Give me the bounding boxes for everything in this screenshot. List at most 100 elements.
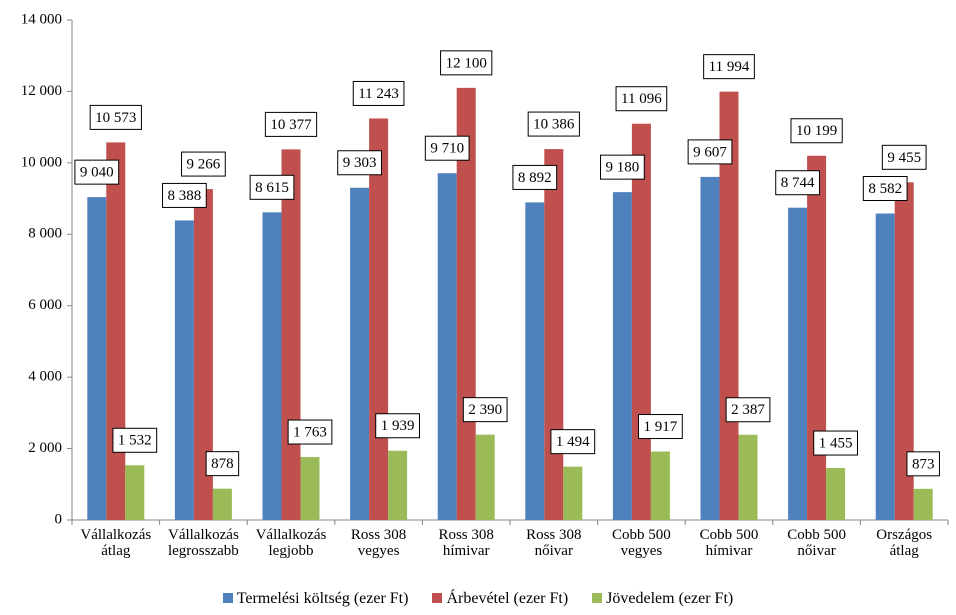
value-label: 1 939 [375,413,420,439]
value-label-text: 8 744 [781,175,815,191]
bar [525,202,545,520]
bar [738,434,758,520]
value-label: 1 532 [112,427,158,453]
value-label-box [862,176,908,201]
value-label: 1 917 [638,414,683,440]
value-label-text: 9 040 [80,165,114,181]
y-tick-label: 10 000 [21,154,62,170]
bar [350,187,370,520]
bar [388,450,408,520]
value-label-box [249,174,295,200]
value-label-text: 9 710 [430,141,464,157]
bar [544,149,564,521]
value-label: 10 573 [89,104,142,130]
value-label-text: 12 100 [446,55,487,71]
value-label-box [287,419,333,445]
value-label-text: 11 096 [621,91,662,107]
value-label-box [162,182,207,208]
bar [650,451,670,520]
value-label: 8 744 [775,170,820,196]
value-label-box [89,104,142,130]
legend-label: Termelési költség (ezer Ft) [236,590,409,607]
x-tick-label: Vállalkozás legjobb [255,527,327,559]
value-label-box [775,170,820,196]
value-labels: 9 040 8 388 8 615 9 303 9 710 8 892 9 180 9 607… [74,50,940,477]
value-label: 9 607 [687,139,733,165]
x-tick-label: Cobb 500 hímivar [699,527,759,559]
value-label-box [112,427,158,453]
legend-label: Árbevétel (ezer Ft) [446,590,569,607]
value-label-box [703,54,755,80]
value-label: 1 455 [813,430,858,456]
value-label: 9 040 [74,159,120,185]
bar [631,123,651,520]
x-tick-label: Ross 308 nőivar [526,527,582,559]
x-tick-label: Cobb 500 nőivar [787,527,846,559]
value-label: 9 710 [424,135,470,161]
value-label: 8 892 [512,164,558,190]
legend-item: Jövedelem (ezer Ft) [592,590,733,608]
value-label: 1 763 [287,419,333,445]
value-label-box [512,164,558,190]
x-tick-label: Vállalkozás legrosszabb [167,527,239,559]
bar [913,488,933,520]
value-label-text: 2 390 [468,402,502,418]
value-label-text: 1 763 [293,424,327,440]
x-tick-label: Cobb 500 vegyes [612,527,671,559]
value-label-text: 10 573 [95,110,136,126]
value-label-text: 10 377 [270,117,312,133]
legend-label: Jövedelem (ezer Ft) [606,590,734,607]
value-label-text: 873 [912,456,935,472]
value-label-text: 8 388 [168,188,202,204]
value-label: 2 390 [462,397,508,423]
value-label: 9 180 [600,154,645,180]
y-tick-label: 14 000 [21,11,62,27]
y-tick-label: 12 000 [21,83,62,99]
value-label-box [337,150,382,176]
bar [563,466,583,520]
y-tick-label: 4 000 [28,369,62,385]
value-label-box [615,86,668,112]
bar [875,213,895,520]
value-label: 1 494 [550,429,596,455]
legend-swatch [222,593,233,603]
value-label-text: 2 387 [731,402,765,418]
value-label-box [638,414,683,440]
bar [894,182,914,521]
value-label-text: 1 939 [381,418,415,434]
bar [612,192,632,520]
value-label: 9 266 [181,151,226,177]
value-label-box [375,413,420,439]
y-tick-label: 2 000 [28,440,62,456]
value-label-box [881,144,927,170]
legend-swatch [432,593,443,603]
value-label-box [527,111,580,137]
value-label-box [600,154,645,180]
value-label-text: 1 494 [556,434,590,450]
bar [281,149,301,520]
bar [174,220,194,520]
bar [125,465,145,520]
value-label-box [181,151,226,177]
legend: Termelési költség (ezer Ft) Árbevétel (ez… [0,590,956,608]
value-label-box [74,159,120,185]
value-label-box [906,451,940,477]
bar [193,189,213,521]
value-label: 12 100 [440,50,493,76]
bar [700,176,720,520]
bar [826,468,846,520]
value-label-text: 8 582 [868,181,902,197]
value-label: 11 243 [352,80,405,106]
value-label-text: 10 199 [796,123,837,139]
x-tick-label: Országos átlag [876,527,933,559]
value-label: 10 199 [790,118,843,144]
value-label-text: 1 455 [819,435,853,451]
value-label-box [424,135,470,161]
value-label: 10 377 [264,111,318,137]
value-label-text: 8 615 [255,180,289,196]
bar [807,155,827,520]
value-label-text: 9 607 [693,144,727,160]
value-label-box [725,397,771,423]
value-label: 8 582 [862,176,908,201]
bar [87,197,107,520]
